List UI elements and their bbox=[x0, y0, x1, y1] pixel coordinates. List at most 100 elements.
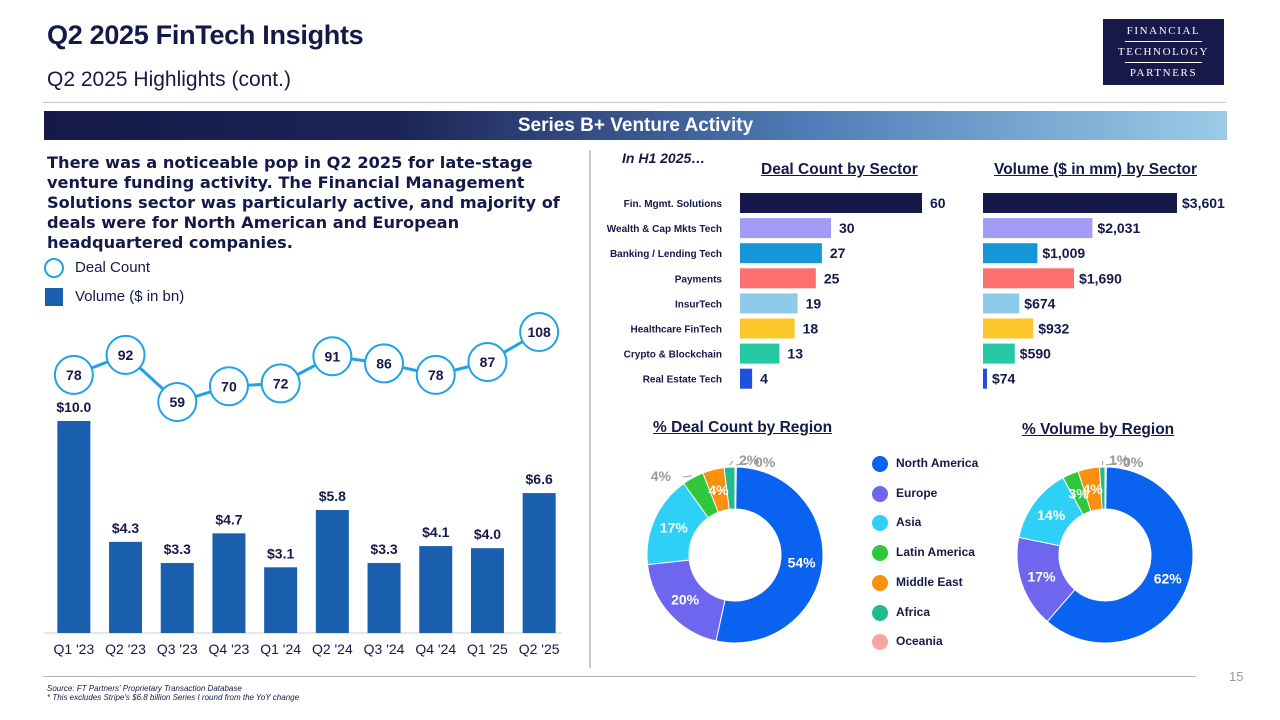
volume-bar-label: $4.1 bbox=[422, 524, 449, 540]
donut-label: 0% bbox=[755, 454, 776, 470]
deal-count-label: 87 bbox=[480, 354, 496, 370]
volume-sector-value: $1,009 bbox=[1042, 245, 1085, 261]
deal-count-region-donut: 54%20%17%4%4%2%0% bbox=[646, 452, 824, 644]
donut-slice bbox=[1046, 466, 1194, 644]
footnote: * This excludes Stripe's $6.8 billion Se… bbox=[47, 693, 300, 702]
deal-sector-bar bbox=[740, 243, 822, 264]
volume-bar-label: $4.7 bbox=[215, 511, 242, 527]
logo-line-2: TECHNOLOGY bbox=[1117, 46, 1210, 58]
x-tick-label: Q4 '23 bbox=[209, 641, 250, 657]
sector-label: Crypto & Blockchain bbox=[624, 350, 722, 361]
deal-count-label: 78 bbox=[66, 367, 82, 383]
deal-count-marker bbox=[208, 366, 249, 407]
deal-count-marker bbox=[260, 363, 301, 404]
deal-count-legend-icon bbox=[44, 258, 64, 278]
sector-label: Healthcare FinTech bbox=[630, 325, 722, 336]
page-number: 15 bbox=[1229, 669, 1244, 684]
deal-count-marker bbox=[312, 336, 353, 377]
deal-count-marker bbox=[519, 312, 560, 352]
volume-sector-bar bbox=[983, 243, 1038, 264]
deal-sector-value: 19 bbox=[806, 295, 822, 311]
deal-count-marker bbox=[467, 342, 508, 382]
donut-label: 4% bbox=[1082, 481, 1103, 497]
donut-label: 14% bbox=[1037, 507, 1066, 523]
volume-sector-value: $2,031 bbox=[1097, 220, 1140, 236]
volume-sector-bar bbox=[983, 193, 1177, 213]
page-subtitle: Q2 2025 Highlights (cont.) bbox=[47, 68, 291, 91]
deal-sector-value: 27 bbox=[830, 245, 846, 261]
volume-bar-label: $4.0 bbox=[474, 526, 501, 542]
deal-count-marker bbox=[415, 354, 456, 395]
donut-label: 3% bbox=[1069, 485, 1090, 501]
donut-label: 62% bbox=[1154, 570, 1183, 586]
volume-bar-label: $10.0 bbox=[56, 399, 91, 415]
x-tick-label: Q1 '24 bbox=[260, 641, 301, 657]
deal-sector-bar bbox=[740, 218, 831, 239]
volume-bar bbox=[264, 567, 298, 633]
deal-sector-value: 13 bbox=[787, 346, 803, 362]
logo-line-3: PARTNERS bbox=[1129, 67, 1198, 79]
volume-sector-bar bbox=[983, 268, 1075, 289]
region-legend-dot bbox=[872, 604, 888, 621]
deal-sector-bar bbox=[740, 293, 798, 314]
deal-sector-value: 60 bbox=[930, 195, 946, 211]
region-legend: North America Europe Asia Latin America Midd… bbox=[872, 455, 992, 655]
donut-leader-line bbox=[735, 462, 750, 466]
x-tick-label: Q3 '24 bbox=[364, 641, 405, 657]
deal-sector-bar bbox=[740, 318, 795, 339]
x-tick-label: Q2 '25 bbox=[519, 641, 560, 657]
deal-by-sector-title: Deal Count by Sector bbox=[761, 161, 918, 178]
deal-count-label: 91 bbox=[325, 348, 341, 364]
x-tick-label: Q1 '25 bbox=[467, 641, 508, 657]
volume-sector-bar bbox=[983, 218, 1093, 239]
source-note: Source: FT Partners' Proprietary Transac… bbox=[47, 684, 242, 693]
region-legend-label: Latin America bbox=[896, 545, 975, 560]
donut-label: 0% bbox=[1123, 454, 1144, 470]
volume-sector-bar bbox=[983, 293, 1020, 314]
region-legend-label: Europe bbox=[896, 485, 938, 500]
intro-text: There was a noticeable pop in Q2 2025 fo… bbox=[47, 153, 560, 252]
logo-rule bbox=[1125, 41, 1202, 42]
volume-bar-label: $3.1 bbox=[267, 545, 294, 561]
logo-line-1: FINANCIAL bbox=[1126, 25, 1201, 37]
deal-count-marker bbox=[364, 343, 405, 384]
donut-label: 54% bbox=[788, 554, 817, 570]
volume-sector-value: $3,601 bbox=[1182, 195, 1225, 211]
region-legend-label: North America bbox=[896, 456, 979, 470]
x-tick-label: Q4 '24 bbox=[415, 641, 456, 657]
sector-label: Banking / Lending Tech bbox=[610, 249, 722, 260]
deal-sector-bar bbox=[740, 368, 753, 389]
volume-bar bbox=[212, 533, 246, 633]
region-legend-label: Oceania bbox=[896, 634, 943, 649]
region-legend-dot bbox=[872, 634, 888, 651]
volume-bar-label: $5.8 bbox=[319, 488, 346, 504]
deal-sector-value: 25 bbox=[824, 270, 840, 286]
period-label: In H1 2025… bbox=[622, 150, 706, 166]
deal-count-label: 108 bbox=[527, 324, 551, 340]
volume-bar bbox=[367, 563, 401, 633]
deal-sector-bar bbox=[740, 268, 816, 289]
volume-bar-label: $6.6 bbox=[526, 471, 553, 487]
donut-slice bbox=[1104, 466, 1107, 510]
volume-sector-bar bbox=[983, 368, 987, 389]
x-tick-label: Q2 '24 bbox=[312, 641, 353, 657]
volume-legend-label: Volume ($ in bn) bbox=[75, 288, 185, 305]
donut-label: 4% bbox=[708, 482, 729, 498]
volume-region-donut: 62%17%14%3%4%1%0% bbox=[1016, 452, 1194, 644]
deal-count-label: 59 bbox=[169, 394, 185, 410]
deal-sector-bar bbox=[740, 343, 780, 364]
donut-leader-line bbox=[1101, 460, 1104, 466]
deal-by-region-title: % Deal Count by Region bbox=[653, 419, 833, 436]
x-tick-label: Q3 '23 bbox=[157, 641, 198, 657]
volume-bar bbox=[315, 510, 349, 633]
volume-sector-bar bbox=[983, 318, 1034, 339]
donut-label: 17% bbox=[660, 520, 689, 536]
deal-sector-value: 18 bbox=[803, 321, 819, 337]
logo-rule bbox=[1125, 62, 1202, 63]
company-logo: FINANCIAL TECHNOLOGY PARTNERS bbox=[1103, 19, 1224, 85]
region-legend-dot bbox=[872, 515, 888, 532]
volume-bar bbox=[57, 421, 91, 633]
footer-divider bbox=[43, 676, 1196, 677]
donut-slice bbox=[734, 466, 737, 510]
volume-bar-label: $3.3 bbox=[370, 541, 397, 557]
